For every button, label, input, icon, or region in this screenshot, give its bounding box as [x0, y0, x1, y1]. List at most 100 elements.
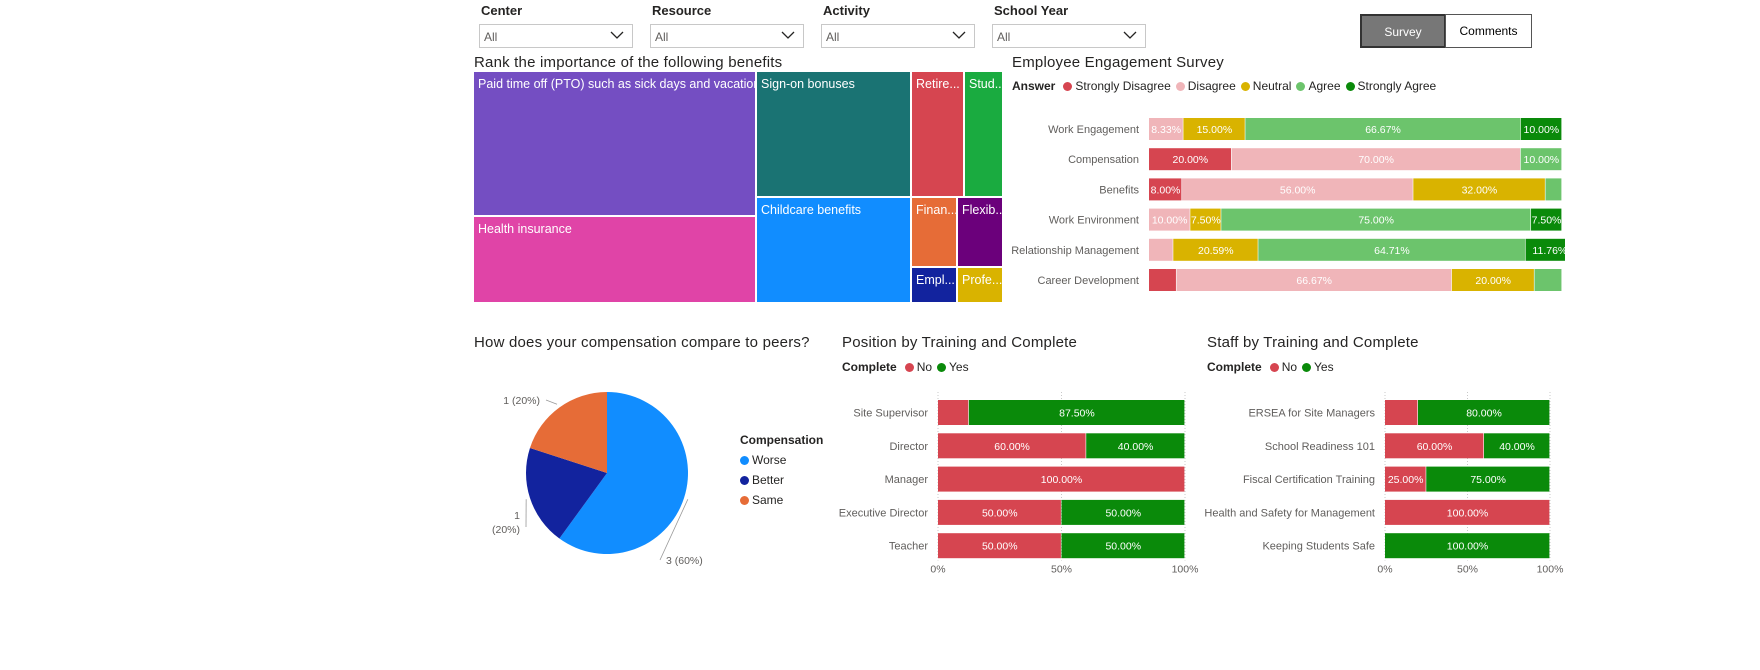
center-filter-dropdown[interactable]: All [479, 24, 633, 48]
bar-segment[interactable] [1190, 208, 1221, 231]
pie-legend: Compensation Worse Better Same [740, 433, 823, 507]
bar-segment[interactable] [1231, 148, 1521, 171]
x-tick-label: 50% [1051, 564, 1072, 576]
legend-dot [1296, 81, 1306, 91]
bar-segment[interactable] [1534, 269, 1562, 291]
legend-dot [1175, 81, 1185, 91]
legend-better[interactable]: Better [740, 473, 823, 487]
data-label: 75.00% [1470, 474, 1506, 486]
bar-segment[interactable] [1245, 118, 1521, 140]
pie-slice[interactable] [559, 392, 688, 554]
tile-pto[interactable]: Paid time off (PTO) such as sick days an… [474, 72, 757, 217]
bar-segment[interactable] [1385, 433, 1484, 459]
category-label: Health and Safety for Management [1204, 507, 1375, 519]
chevron-down-icon [610, 31, 624, 39]
legend-dot [1269, 362, 1279, 372]
data-label: 50.00% [982, 541, 1018, 553]
bar-segment[interactable] [1385, 466, 1426, 492]
activity-filter-dropdown[interactable]: All [821, 24, 975, 48]
legend-yes[interactable]: Yes [937, 360, 969, 374]
tile-childcare-benefits[interactable]: Childcare benefits [757, 198, 912, 304]
bar-segment[interactable] [1531, 208, 1562, 231]
bar-segment[interactable] [1176, 269, 1452, 291]
leader-line [545, 399, 558, 405]
legend-disagree[interactable]: Disagree [1175, 79, 1236, 93]
category-label: School Readiness 101 [1265, 441, 1375, 453]
legend-strongly-disagree[interactable]: Strongly Disagree [1063, 79, 1171, 93]
bar-segment[interactable] [1149, 208, 1190, 231]
resource-filter-dropdown[interactable]: All [650, 24, 804, 48]
bar-segment[interactable] [1451, 269, 1534, 291]
pie-slice[interactable] [529, 392, 607, 473]
bar-segment[interactable] [1545, 178, 1562, 201]
legend-neutral[interactable]: Neutral [1240, 79, 1291, 93]
bar-segment[interactable] [938, 499, 1061, 525]
legend-same[interactable]: Same [740, 493, 823, 507]
data-label: 20.59% [1198, 245, 1234, 257]
category-label: Benefits [1099, 184, 1139, 196]
tile-professional[interactable]: Profe... [958, 268, 1004, 304]
data-label: 10.00% [1152, 215, 1188, 227]
data-label: 60.00% [994, 441, 1030, 453]
bar-segment[interactable] [1221, 208, 1531, 231]
bar-segment[interactable] [938, 400, 969, 425]
bar-segment[interactable] [1086, 433, 1185, 459]
bar-segment[interactable] [1525, 238, 1565, 261]
category-label: Work Engagement [1048, 124, 1139, 136]
pie-slice[interactable] [526, 447, 607, 539]
survey-button[interactable]: Survey [1360, 14, 1446, 48]
data-label: 15.00% [1197, 124, 1233, 136]
bar-segment[interactable] [1520, 148, 1562, 171]
tile-sign-on-bonuses[interactable]: Sign-on bonuses [757, 72, 912, 198]
bar-segment[interactable] [1484, 433, 1550, 459]
bar-segment[interactable] [1149, 238, 1173, 261]
bar-segment[interactable] [1413, 178, 1545, 201]
bar-segment[interactable] [938, 533, 1061, 559]
bar-segment[interactable] [1061, 499, 1185, 525]
bar-segment[interactable] [1149, 148, 1231, 171]
bar-segment[interactable] [1258, 238, 1525, 261]
tile-health-insurance[interactable]: Health insurance [474, 217, 757, 304]
legend-agree[interactable]: Agree [1296, 79, 1341, 93]
bar-segment[interactable] [938, 466, 1185, 492]
legend-no[interactable]: No [1269, 360, 1297, 374]
tile-student[interactable]: Stud... [965, 72, 1004, 198]
tile-retirement[interactable]: Retire... [912, 72, 965, 198]
chevron-down-icon [1123, 31, 1137, 39]
legend-worse[interactable]: Worse [740, 453, 823, 467]
bar-segment[interactable] [1182, 178, 1413, 201]
tile-employee[interactable]: Empl... [912, 268, 958, 304]
legend-no[interactable]: No [904, 360, 932, 374]
staff-title: Staff by Training and Complete [1207, 334, 1419, 351]
bar-segment[interactable] [968, 400, 1185, 425]
legend-strongly-agree[interactable]: Strongly Agree [1345, 79, 1437, 93]
bar-segment[interactable] [1385, 499, 1550, 525]
legend-label: Strongly Agree [1357, 79, 1437, 93]
bar-segment[interactable] [1149, 269, 1176, 291]
data-label: 11.76% [1532, 245, 1565, 257]
bar-segment[interactable] [1426, 466, 1550, 492]
bar-segment[interactable] [1385, 400, 1418, 425]
bar-segment[interactable] [1418, 400, 1550, 425]
legend-yes[interactable]: Yes [1302, 360, 1334, 374]
bar-segment[interactable] [1183, 118, 1245, 140]
data-label: 80.00% [1466, 408, 1502, 420]
tile-flexible[interactable]: Flexib... [958, 198, 1004, 268]
data-label: 10.00% [1524, 124, 1560, 136]
bar-segment[interactable] [1385, 533, 1550, 559]
school-year-filter-dropdown[interactable]: All [992, 24, 1146, 48]
bar-segment[interactable] [938, 433, 1086, 459]
bar-segment[interactable] [1149, 118, 1183, 140]
engagement-stacked-bar-chart: Work Engagement 8.33% 15.00% 66.67% 10.00% Co… [1011, 118, 1565, 291]
bar-segment[interactable] [1149, 178, 1182, 201]
legend-label: Better [752, 473, 785, 487]
data-label: 60.00% [1417, 441, 1453, 453]
category-label: Work Environment [1049, 215, 1139, 227]
bar-segment[interactable] [1520, 118, 1562, 140]
comments-button[interactable]: Comments [1445, 14, 1532, 48]
leader-line [659, 499, 689, 561]
bar-segment[interactable] [1173, 238, 1258, 261]
legend-label: Same [752, 493, 784, 507]
tile-financial[interactable]: Finan... [912, 198, 958, 268]
bar-segment[interactable] [1061, 533, 1185, 559]
